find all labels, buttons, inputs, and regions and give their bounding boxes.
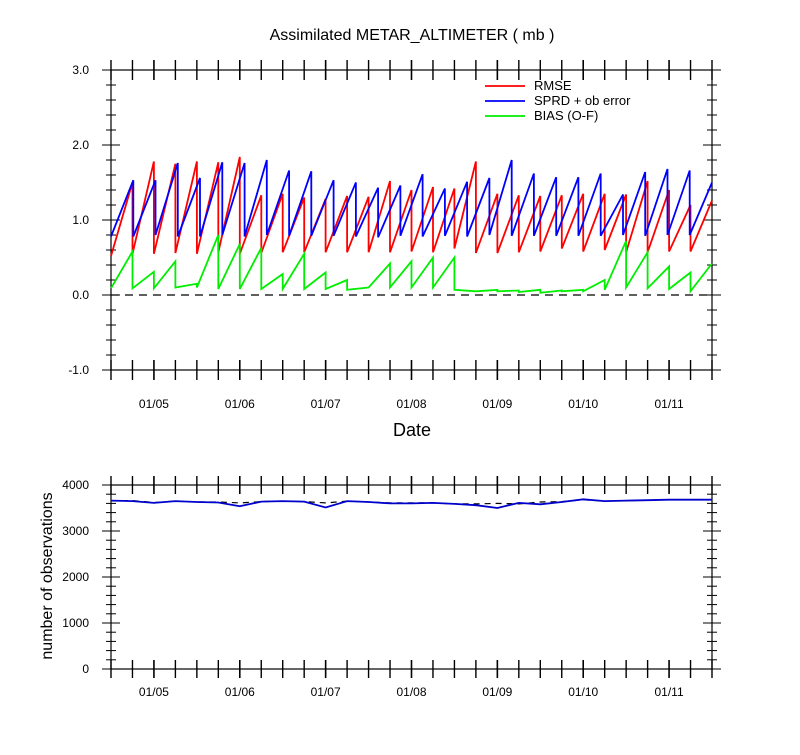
rmse-spread-bias-plot: Assimilated METAR_ALTIMETER ( mb ) 01/05… <box>68 27 721 440</box>
x-tick-label: 01/08 <box>396 397 426 411</box>
y-tick-label: 0 <box>82 662 89 676</box>
y-axis-label: number of observations <box>39 492 56 659</box>
x-tick-label: 01/10 <box>568 397 598 411</box>
x-tick-label: 01/11 <box>655 685 684 699</box>
top-plot-area: 01/05 01/06 01/07 01/08 01/09 01/10 01/11 -1.0 0… <box>68 60 721 411</box>
x-tick-label: 01/07 <box>311 397 341 411</box>
x-tick-label: 01/05 <box>139 685 169 699</box>
x-tick-label: 01/07 <box>311 685 341 699</box>
y-tick-label: 2.0 <box>72 138 89 152</box>
observations-used-line <box>110 498 712 509</box>
chart-title: Assimilated METAR_ALTIMETER ( mb ) <box>270 27 555 44</box>
plot-frame <box>110 484 713 670</box>
x-tick-label: 01/05 <box>139 397 169 411</box>
y-tick-label: 1.0 <box>72 213 89 227</box>
x-tick-label: 01/10 <box>568 685 598 699</box>
y-tick-label: 3.0 <box>72 63 89 77</box>
legend-label: RMSE <box>534 78 572 93</box>
observation-count-plot: 01/05 01/06 01/07 01/08 01/09 01/10 01/11 0 1000… <box>39 476 721 699</box>
x-tick-label: 01/09 <box>482 685 512 699</box>
x-tick-label: 01/06 <box>225 397 255 411</box>
x-axis-label: Date <box>393 420 431 440</box>
y-tick-label: 4000 <box>62 478 89 492</box>
y-tick-label: 2000 <box>62 570 89 584</box>
y-tick-label: 3000 <box>62 524 89 538</box>
series-line-bias-o-f <box>110 234 713 294</box>
y-tick-label: 1000 <box>62 616 89 630</box>
x-tick-label: 01/09 <box>482 397 512 411</box>
legend-label: SPRD + ob error <box>534 93 631 108</box>
series-line-sprd-ob-error <box>110 159 713 238</box>
bottom-plot-area: 01/05 01/06 01/07 01/08 01/09 01/10 01/11 0 1000… <box>62 476 721 699</box>
legend-label: BIAS (O-F) <box>534 108 598 123</box>
x-tick-label: 01/08 <box>396 685 426 699</box>
x-tick-label: 01/06 <box>225 685 255 699</box>
x-tick-label: 01/11 <box>655 397 684 411</box>
y-tick-label: 0.0 <box>72 288 89 302</box>
y-tick-label: -1.0 <box>68 363 89 377</box>
